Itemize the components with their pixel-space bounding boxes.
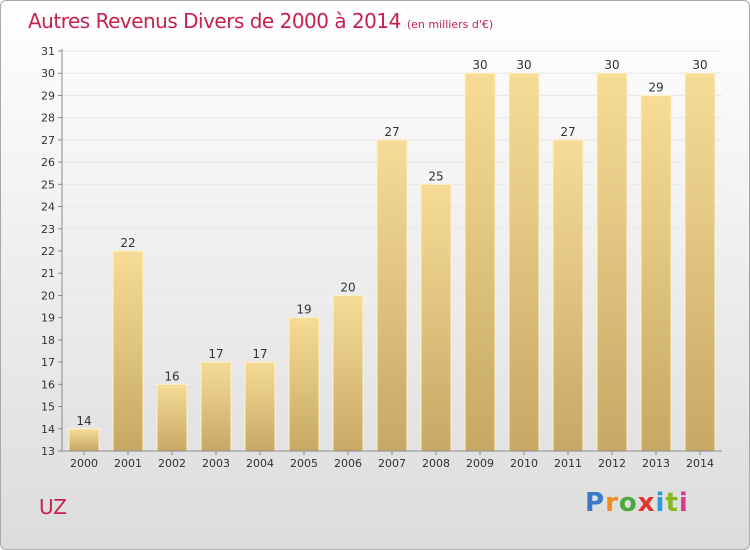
data-label: 22 [120,236,135,250]
x-tick-label: 2014 [686,457,714,470]
bar [684,72,716,452]
logo-letter: i [655,488,666,518]
data-label: 30 [472,58,487,72]
y-tick-label: 23 [41,223,55,236]
place-name: UZ [39,495,67,519]
x-tick-label: 2006 [334,457,362,470]
x-tick-label: 2000 [70,457,98,470]
x-tick-label: 2009 [466,457,494,470]
y-tick-label: 27 [41,134,55,147]
bar [68,428,100,452]
bar [332,294,364,452]
y-tick-label: 21 [41,267,55,280]
title-row: Autres Revenus Divers de 2000 à 2014 (en … [28,9,493,33]
data-label: 29 [648,80,663,94]
data-label: 30 [516,58,531,72]
bar [596,72,628,452]
y-tick-label: 24 [41,201,55,214]
y-tick-label: 30 [41,67,55,80]
bar [552,139,584,452]
data-label: 17 [252,347,267,361]
data-label: 19 [296,303,311,317]
x-tick-label: 2007 [378,457,406,470]
x-tick-label: 2004 [246,457,274,470]
x-tick-label: 2013 [642,457,670,470]
y-tick-label: 22 [41,245,55,258]
data-label: 30 [692,58,707,72]
x-tick-label: 2011 [554,457,582,470]
bar [640,94,672,452]
logo-letter: P [585,488,606,518]
y-tick-label: 26 [41,156,55,169]
x-tick-label: 2012 [598,457,626,470]
logo-letter: o [618,488,638,518]
x-tick-label: 2010 [510,457,538,470]
bar [376,139,408,452]
y-tick-label: 17 [41,356,55,369]
logo-letter: x [637,488,656,518]
bar [420,183,452,452]
y-tick-label: 28 [41,112,55,125]
bar [156,383,188,452]
chart-subtitle: (en milliers d'€) [406,18,494,31]
data-label: 14 [76,414,91,428]
bar [244,361,276,452]
x-tick-label: 2008 [422,457,450,470]
y-tick-label: 14 [41,423,55,436]
y-tick-label: 20 [41,289,55,302]
y-tick-label: 31 [41,45,55,58]
logo-letter: r [605,488,619,518]
bar [508,72,540,452]
x-tick-label: 2005 [290,457,318,470]
x-tick-label: 2001 [114,457,142,470]
y-tick-label: 13 [41,445,55,458]
data-label: 27 [384,125,399,139]
bar [464,72,496,452]
chart-title: Autres Revenus Divers de 2000 à 2014 [28,9,401,33]
data-label: 20 [340,280,355,294]
bar [112,250,144,452]
data-label: 27 [560,125,575,139]
logo-letter: t [665,488,679,518]
y-tick-label: 16 [41,378,55,391]
y-tick-label: 29 [41,89,55,102]
data-label: 17 [208,347,223,361]
bar [200,361,232,452]
bar [288,317,320,452]
data-label: 25 [428,169,443,183]
data-label: 30 [604,58,619,72]
y-tick-label: 19 [41,312,55,325]
y-tick-label: 15 [41,401,55,414]
logo-letter: i [678,488,689,518]
proxiti-logo: Proxiti [585,488,689,518]
x-tick-label: 2003 [202,457,230,470]
data-label: 16 [164,369,179,383]
x-tick-label: 2002 [158,457,186,470]
y-tick-label: 18 [41,334,55,347]
y-tick-label: 25 [41,178,55,191]
